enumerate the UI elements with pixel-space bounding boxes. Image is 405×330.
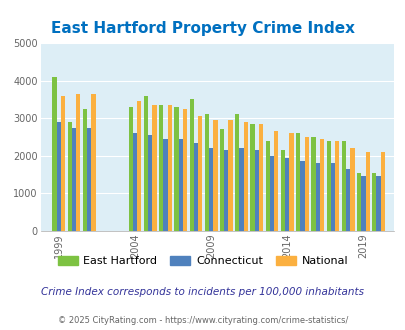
Bar xyxy=(52,77,57,231)
Bar xyxy=(345,169,350,231)
Bar xyxy=(83,109,87,231)
Bar xyxy=(143,96,148,231)
Bar xyxy=(265,141,269,231)
Bar xyxy=(380,152,384,231)
Bar xyxy=(360,177,364,231)
Bar xyxy=(193,143,198,231)
Bar xyxy=(234,115,239,231)
Bar xyxy=(198,116,202,231)
Bar xyxy=(280,150,284,231)
Bar xyxy=(243,122,247,231)
Bar xyxy=(273,131,278,231)
Bar xyxy=(61,96,65,231)
Bar xyxy=(163,139,167,231)
Bar xyxy=(254,150,258,231)
Bar xyxy=(57,122,61,231)
Text: East Hartford Property Crime Index: East Hartford Property Crime Index xyxy=(51,21,354,36)
Bar xyxy=(76,94,80,231)
Bar xyxy=(159,105,163,231)
Bar xyxy=(137,101,141,231)
Text: Crime Index corresponds to incidents per 100,000 inhabitants: Crime Index corresponds to incidents per… xyxy=(41,287,364,297)
Bar xyxy=(178,139,182,231)
Bar xyxy=(330,163,334,231)
Bar xyxy=(91,94,96,231)
Bar xyxy=(213,120,217,231)
Bar xyxy=(148,135,152,231)
Bar xyxy=(356,173,360,231)
Bar xyxy=(239,148,243,231)
Bar xyxy=(300,161,304,231)
Bar xyxy=(152,105,156,231)
Bar xyxy=(269,156,273,231)
Bar xyxy=(132,133,137,231)
Bar xyxy=(371,173,375,231)
Bar xyxy=(364,152,369,231)
Bar xyxy=(128,107,132,231)
Bar xyxy=(326,141,330,231)
Bar xyxy=(167,105,171,231)
Bar xyxy=(204,115,209,231)
Bar xyxy=(295,133,300,231)
Bar xyxy=(334,141,339,231)
Bar xyxy=(289,133,293,231)
Bar xyxy=(224,150,228,231)
Bar xyxy=(182,109,187,231)
Bar xyxy=(189,99,193,231)
Bar xyxy=(304,137,308,231)
Bar xyxy=(284,158,289,231)
Legend: East Hartford, Connecticut, National: East Hartford, Connecticut, National xyxy=(53,251,352,271)
Bar xyxy=(311,137,315,231)
Bar xyxy=(209,148,213,231)
Bar xyxy=(250,124,254,231)
Bar xyxy=(350,148,354,231)
Bar xyxy=(174,107,178,231)
Bar xyxy=(375,177,380,231)
Bar xyxy=(72,128,76,231)
Bar xyxy=(341,141,345,231)
Text: © 2025 CityRating.com - https://www.cityrating.com/crime-statistics/: © 2025 CityRating.com - https://www.city… xyxy=(58,316,347,325)
Bar xyxy=(319,139,323,231)
Bar xyxy=(220,129,224,231)
Bar xyxy=(258,124,262,231)
Bar xyxy=(68,122,72,231)
Bar xyxy=(228,120,232,231)
Bar xyxy=(315,163,319,231)
Bar xyxy=(87,128,91,231)
